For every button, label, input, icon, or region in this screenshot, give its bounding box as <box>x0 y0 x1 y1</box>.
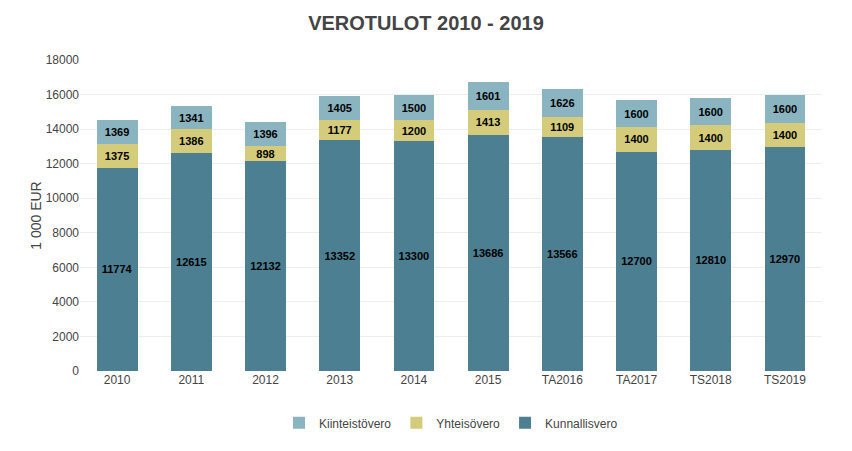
svg-text:TA2016: TA2016 <box>542 373 583 387</box>
svg-text:1109: 1109 <box>550 121 574 133</box>
svg-text:1626: 1626 <box>550 97 574 109</box>
svg-text:1500: 1500 <box>402 102 426 114</box>
svg-text:12615: 12615 <box>176 256 207 268</box>
svg-text:1200: 1200 <box>402 125 426 137</box>
svg-text:2012: 2012 <box>252 373 279 387</box>
svg-text:1405: 1405 <box>327 102 351 114</box>
svg-text:898: 898 <box>256 148 274 160</box>
svg-text:1386: 1386 <box>179 135 203 147</box>
svg-text:Kiinteistövero: Kiinteistövero <box>319 417 391 431</box>
svg-text:2000: 2000 <box>52 330 79 344</box>
svg-text:1400: 1400 <box>773 129 797 141</box>
svg-text:1400: 1400 <box>624 133 648 145</box>
svg-text:13300: 13300 <box>399 250 430 262</box>
svg-text:12810: 12810 <box>695 254 726 266</box>
svg-text:1375: 1375 <box>105 150 129 162</box>
svg-text:1400: 1400 <box>698 132 722 144</box>
svg-text:1396: 1396 <box>253 128 277 140</box>
svg-text:10000: 10000 <box>46 191 80 205</box>
svg-text:1600: 1600 <box>773 103 797 115</box>
svg-text:TS2019: TS2019 <box>764 373 806 387</box>
svg-text:1177: 1177 <box>328 124 352 136</box>
svg-text:12132: 12132 <box>250 260 281 272</box>
svg-text:1413: 1413 <box>476 116 500 128</box>
svg-text:13686: 13686 <box>473 247 504 259</box>
svg-text:1601: 1601 <box>476 90 500 102</box>
svg-text:2010: 2010 <box>104 373 131 387</box>
svg-text:2014: 2014 <box>401 373 428 387</box>
svg-text:Kunnallisvero: Kunnallisvero <box>545 417 617 431</box>
svg-text:2013: 2013 <box>326 373 353 387</box>
svg-text:11774: 11774 <box>102 263 133 275</box>
svg-text:VEROTULOT 2010 - 2019: VEROTULOT 2010 - 2019 <box>308 12 544 34</box>
svg-text:14000: 14000 <box>46 122 80 136</box>
svg-text:12970: 12970 <box>770 253 801 265</box>
svg-text:1600: 1600 <box>624 108 648 120</box>
svg-text:13352: 13352 <box>324 250 355 262</box>
svg-text:1 000 EUR: 1 000 EUR <box>28 181 44 249</box>
svg-text:1341: 1341 <box>179 112 203 124</box>
svg-text:0: 0 <box>72 364 79 378</box>
svg-text:4000: 4000 <box>52 295 79 309</box>
svg-text:8000: 8000 <box>52 226 79 240</box>
svg-text:2015: 2015 <box>475 373 502 387</box>
svg-text:18000: 18000 <box>46 53 80 67</box>
svg-text:16000: 16000 <box>46 88 80 102</box>
svg-text:TS2018: TS2018 <box>690 373 732 387</box>
svg-text:1600: 1600 <box>698 106 722 118</box>
svg-text:TA2017: TA2017 <box>616 373 657 387</box>
svg-text:12000: 12000 <box>46 157 80 171</box>
svg-text:13566: 13566 <box>547 248 578 260</box>
svg-text:1369: 1369 <box>105 126 129 138</box>
svg-text:Yhteisövero: Yhteisövero <box>436 417 500 431</box>
svg-text:2011: 2011 <box>178 373 204 387</box>
svg-text:6000: 6000 <box>52 261 79 275</box>
svg-text:12700: 12700 <box>621 255 652 267</box>
